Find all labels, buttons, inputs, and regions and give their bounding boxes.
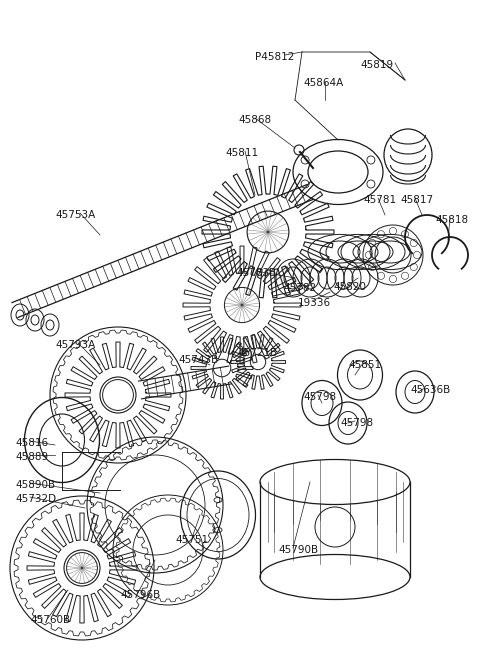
Text: 45790B: 45790B bbox=[278, 545, 318, 555]
Text: 45818: 45818 bbox=[435, 215, 468, 225]
Text: 45798: 45798 bbox=[303, 392, 336, 402]
Text: 45889: 45889 bbox=[15, 452, 48, 462]
Text: 45793A: 45793A bbox=[55, 340, 95, 350]
Text: 45864A: 45864A bbox=[303, 78, 343, 88]
Text: 45636B: 45636B bbox=[410, 385, 450, 395]
Text: 45721B: 45721B bbox=[237, 348, 277, 358]
Text: 45760B: 45760B bbox=[30, 615, 70, 625]
Text: 45732D: 45732D bbox=[15, 494, 56, 504]
Text: 45751: 45751 bbox=[175, 535, 208, 545]
Text: 45868: 45868 bbox=[238, 115, 271, 125]
Text: 45783B: 45783B bbox=[236, 268, 276, 278]
Text: 45851: 45851 bbox=[348, 360, 381, 370]
Text: 45753A: 45753A bbox=[55, 210, 95, 220]
Text: 45819: 45819 bbox=[360, 60, 393, 70]
Text: 45811: 45811 bbox=[225, 148, 258, 158]
Text: 45796B: 45796B bbox=[120, 590, 160, 600]
Text: 45782: 45782 bbox=[283, 283, 316, 293]
Text: 45816: 45816 bbox=[15, 438, 48, 448]
Text: 19336: 19336 bbox=[298, 298, 331, 308]
Text: 45781: 45781 bbox=[363, 195, 396, 205]
Text: 45817: 45817 bbox=[400, 195, 433, 205]
Text: 45820: 45820 bbox=[333, 282, 366, 292]
Text: 45743B: 45743B bbox=[178, 355, 218, 365]
Text: 45798: 45798 bbox=[340, 418, 373, 428]
Text: 45890B: 45890B bbox=[15, 480, 55, 490]
Text: P45812: P45812 bbox=[255, 52, 294, 62]
